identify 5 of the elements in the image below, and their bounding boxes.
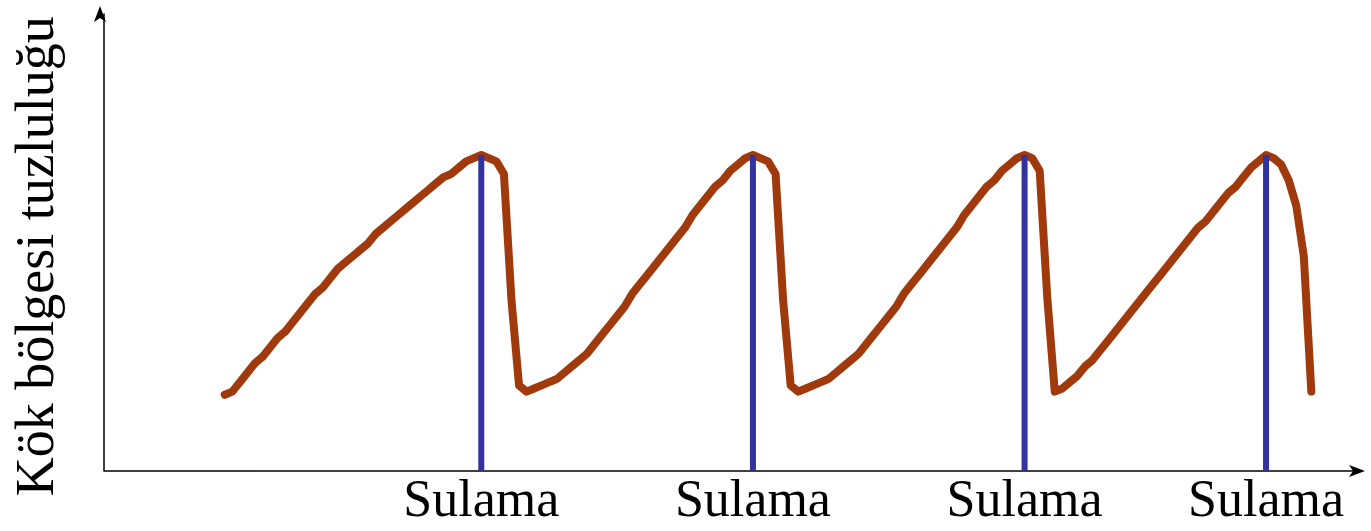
x-tick-label: Sulama	[674, 470, 831, 527]
x-tick-label: Sulama	[1188, 470, 1345, 527]
x-tick-label: Sulama	[946, 470, 1103, 527]
y-axis-title: Kök bölgesi tuzluluğu	[5, 16, 65, 497]
x-tick-label: Sulama	[403, 470, 560, 527]
